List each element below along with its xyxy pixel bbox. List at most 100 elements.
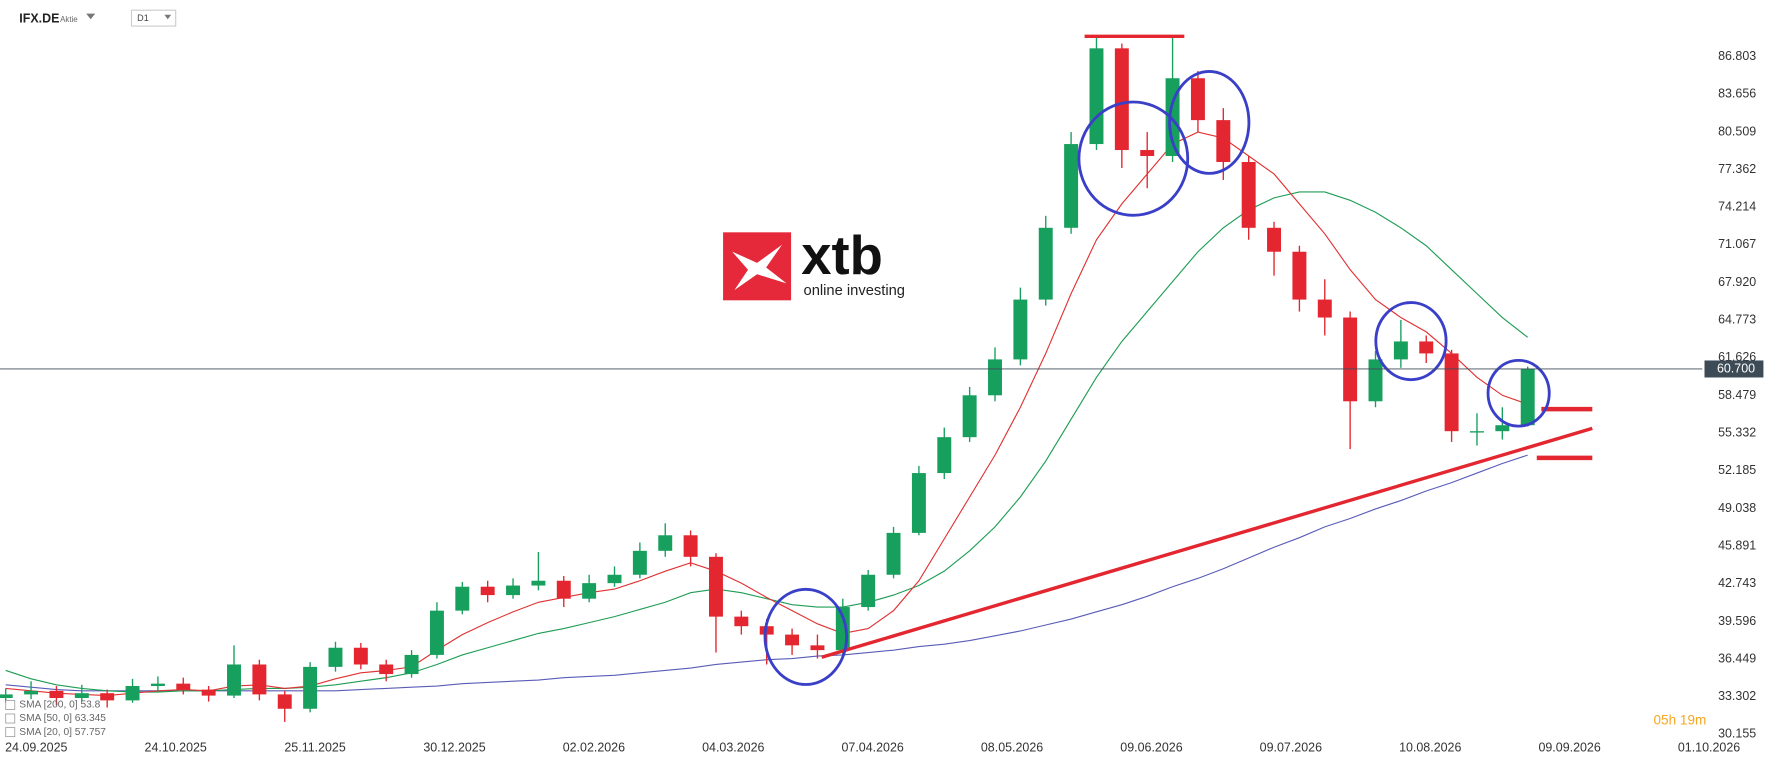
- symbol: IFX.DE: [19, 12, 59, 26]
- candle-body: [1317, 299, 1332, 318]
- interval: D1: [137, 13, 149, 23]
- candles: [0, 37, 1535, 722]
- candle-body: [531, 580, 546, 586]
- y-tick-label: 74.214: [1718, 200, 1756, 214]
- sma-line: [5, 131, 1528, 697]
- candle-body: [404, 654, 419, 675]
- x-tick-label: 09.09.2026: [1538, 740, 1600, 754]
- candle-body: [886, 532, 901, 575]
- candle-body: [1343, 317, 1358, 402]
- interval-dropdown: [164, 14, 172, 20]
- candle-body: [480, 586, 495, 596]
- x-tick-label: 25.11.2025: [284, 740, 345, 754]
- last-price-label: 60.700: [1717, 361, 1755, 375]
- x-tick-label: 09.07.2026: [1260, 740, 1322, 754]
- last-price-box: [1704, 360, 1764, 378]
- candle-body: [1267, 227, 1282, 252]
- y-tick-label: 45.891: [1718, 538, 1756, 552]
- candle-body: [201, 689, 216, 696]
- candle-body: [1368, 359, 1383, 402]
- candle-body: [962, 395, 977, 438]
- candle-body: [861, 574, 876, 608]
- x-tick-label: 02.02.2026: [563, 740, 625, 754]
- candle-body: [1419, 341, 1434, 354]
- candle-body: [125, 686, 140, 701]
- candle-body: [1165, 78, 1180, 157]
- candle-body: [100, 693, 115, 701]
- candle-body: [582, 583, 597, 599]
- x-tick-label: 24.09.2025: [5, 740, 67, 754]
- candle-body: [328, 647, 343, 667]
- indicator-lines: [5, 131, 1529, 697]
- logo-tagline: online investing: [804, 283, 905, 299]
- candle-body: [1495, 425, 1510, 432]
- trend-line: [821, 426, 1593, 659]
- y-tick-label: 64.773: [1718, 313, 1756, 327]
- interval-select[interactable]: [130, 9, 177, 27]
- candle-body: [74, 693, 89, 698]
- y-tick-label: 42.743: [1718, 576, 1756, 590]
- symbol-dropdown[interactable]: [86, 13, 96, 20]
- candle-body: [1241, 161, 1256, 228]
- x-tick-label: 08.05.2026: [981, 740, 1043, 754]
- logo: xtb online investing: [723, 225, 905, 301]
- candle-body: [353, 647, 368, 665]
- legend-label: SMA [50, 0] 63.345: [19, 713, 106, 724]
- candle-body: [1393, 341, 1408, 360]
- y-tick-label: 80.509: [1718, 124, 1756, 138]
- x-tick-label: 07.04.2026: [842, 740, 904, 754]
- candle-body: [24, 690, 39, 695]
- candle-body: [1444, 353, 1459, 432]
- y-tick-label: 58.479: [1718, 388, 1756, 402]
- candle-body: [277, 694, 292, 709]
- x-tick-label: 09.06.2026: [1120, 740, 1182, 754]
- candle-body: [785, 634, 800, 646]
- logo-name: xtb: [801, 225, 883, 286]
- x-tick-label: 30.12.2025: [423, 740, 485, 754]
- candle-body: [1216, 120, 1231, 162]
- y-tick-label: 52.185: [1718, 463, 1756, 477]
- y-tick-label: 77.362: [1718, 162, 1756, 176]
- candle-body: [379, 664, 394, 675]
- legend: SMA [200, 0] 53.8 SMA [50, 0] 63.345 SMA […: [5, 700, 106, 738]
- candle-body: [1064, 144, 1079, 228]
- candle-body: [1469, 431, 1484, 433]
- candle-body: [429, 610, 444, 655]
- candle-body: [911, 473, 926, 533]
- candle-body: [810, 645, 825, 651]
- highlight-circle: [1374, 301, 1448, 382]
- candle-body: [658, 535, 673, 551]
- highlight-circle: [1168, 69, 1251, 175]
- legend-label: SMA [20, 0] 57.757: [19, 727, 106, 738]
- legend-label: SMA [200, 0] 53.8: [19, 700, 100, 711]
- candle-body: [734, 616, 749, 627]
- y-tick-label: 86.803: [1718, 49, 1756, 63]
- x-tick-label: 01.10.2026: [1678, 740, 1740, 754]
- candle-body: [1190, 78, 1205, 121]
- y-tick-label: 49.038: [1718, 501, 1756, 515]
- candle-body: [252, 664, 267, 695]
- candle-body: [1292, 251, 1307, 300]
- y-tick-label: 83.656: [1718, 87, 1756, 101]
- highlight-circle: [763, 587, 849, 686]
- y-tick-label: 39.596: [1718, 614, 1756, 628]
- candle-body: [556, 580, 571, 599]
- candle-body: [1520, 368, 1535, 426]
- candle-body: [1013, 299, 1028, 360]
- candle-body: [708, 556, 723, 617]
- highlight-circle: [1486, 358, 1551, 428]
- annotations: [763, 34, 1593, 686]
- y-tick-label: 71.067: [1718, 237, 1756, 251]
- y-tick-label: 67.920: [1718, 275, 1756, 289]
- candle-body: [0, 694, 13, 698]
- axes: 86.803 83.656 80.509 77.362 74.214 71.067 67.9…: [0, 49, 1764, 754]
- candle-body: [455, 586, 470, 611]
- logo-x: [732, 244, 787, 291]
- candle-body: [988, 359, 1002, 396]
- legend-icon: [5, 727, 16, 738]
- x-tick-label: 24.10.2025: [145, 740, 207, 754]
- y-tick-label: 36.449: [1718, 651, 1756, 665]
- candle-body: [1114, 48, 1129, 151]
